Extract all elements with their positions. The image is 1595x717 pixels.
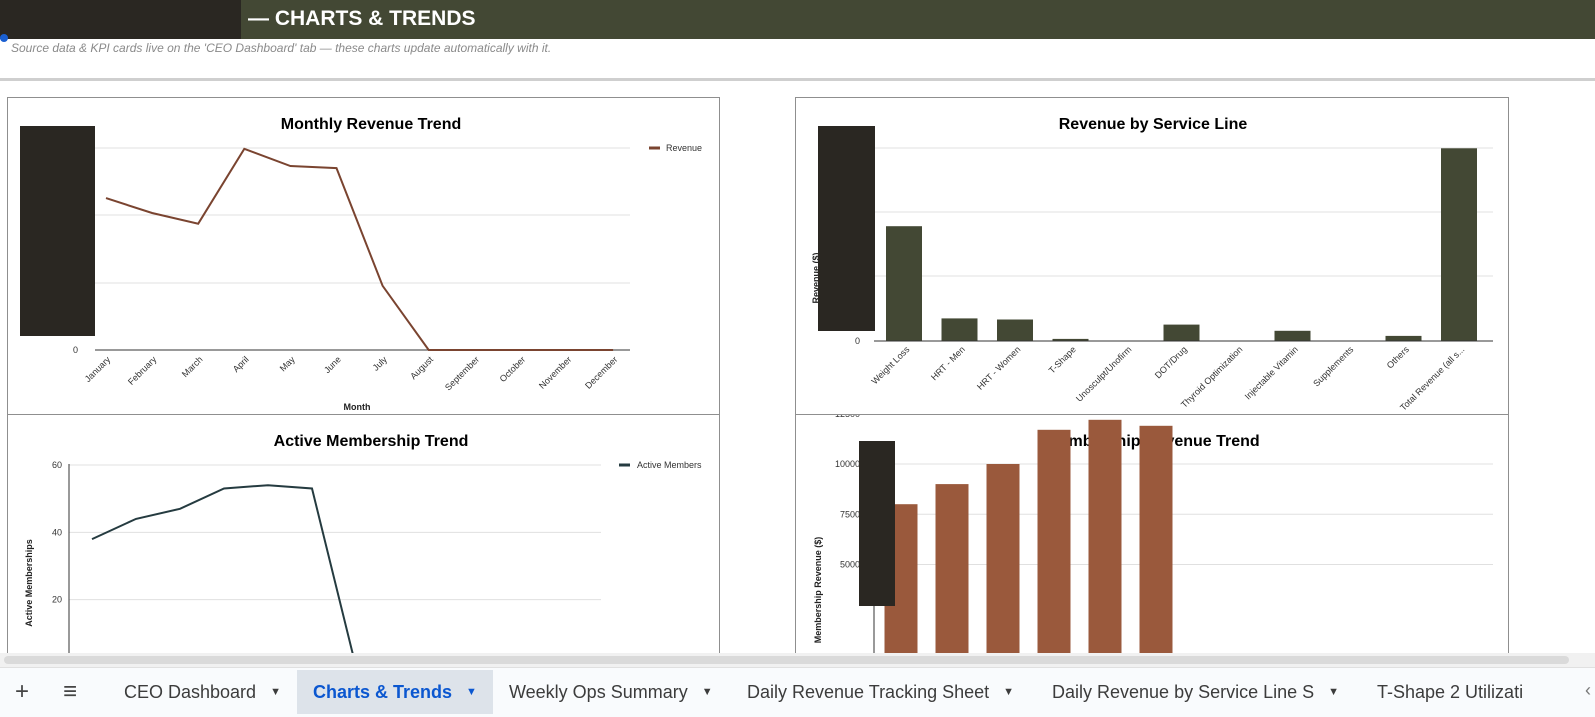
x-tick-label: April	[231, 354, 251, 374]
x-tick-label: Unosculpt/Unofirm	[1074, 344, 1133, 403]
bar	[1274, 330, 1311, 342]
section-title: — CHARTS & TRENDS	[241, 0, 1595, 39]
y-tick-label: 40	[52, 527, 62, 537]
y-tick-label: 7500	[840, 509, 860, 519]
tab-label: CEO Dashboard	[124, 681, 257, 702]
y-tick-label: 60	[52, 460, 62, 470]
bar	[1385, 335, 1422, 341]
bar	[941, 318, 978, 341]
bar	[1052, 338, 1089, 341]
y-axis-label: Revenue ($)	[811, 252, 821, 303]
x-tick-label: October	[498, 354, 528, 384]
x-axis-label: Month	[344, 402, 371, 412]
section-divider	[0, 78, 1595, 81]
series-line-active-members	[91, 484, 354, 653]
x-tick-label: July	[371, 354, 390, 373]
tab-daily-revenue-tracking[interactable]: Daily Revenue Tracking Sheet ▼	[731, 670, 1030, 714]
chevron-down-icon[interactable]: ▼	[701, 686, 713, 698]
menu-icon[interactable]: ≡	[62, 678, 77, 705]
tab-label: Charts & Trends	[313, 681, 453, 702]
membership-revenue-svg: Membership Revenue Trend 500075001000012…	[813, 415, 1493, 653]
sheet-tab-bar: + ≡ CEO Dashboard ▼ Charts & Trends ▼ Week…	[0, 667, 1595, 717]
scrollbar-thumb[interactable]	[4, 656, 1569, 664]
x-tick-label: Thyroid Optimization	[1179, 344, 1244, 409]
chart-title: Revenue by Service Line	[1059, 116, 1248, 133]
service-line-revenue-chart[interactable]: Revenue by Service Line 0 Revenue ($) We…	[795, 97, 1509, 415]
bar	[1441, 148, 1477, 341]
x-tick-label: T-Shape	[1047, 344, 1078, 375]
x-tick-label: June	[322, 354, 343, 375]
bar	[986, 464, 1020, 653]
tab-ceo-dashboard[interactable]: CEO Dashboard ▼	[108, 670, 297, 714]
plus-icon[interactable]: +	[14, 678, 29, 705]
legend-entry-revenue: Revenue	[666, 143, 702, 153]
monthly-revenue-chart[interactable]: Monthly Revenue Trend 0 January February M…	[7, 97, 720, 415]
bar	[1163, 324, 1200, 341]
tab-label: Weekly Ops Summary	[509, 681, 688, 702]
x-tick-label: September	[443, 354, 481, 392]
redacted-region	[818, 126, 875, 331]
active-membership-chart[interactable]: Active Membership Trend 20 40 60 Active Me…	[7, 414, 720, 654]
bar	[886, 226, 922, 341]
x-tick-label: Injectable Vitamin	[1243, 344, 1300, 401]
x-tick-label: February	[126, 354, 159, 387]
x-tick-label: Weight Loss	[869, 344, 911, 386]
chevron-down-icon[interactable]: ▼	[1003, 686, 1015, 698]
bar	[1139, 425, 1173, 653]
y-tick-label: 0	[73, 345, 78, 355]
redacted-region	[859, 441, 895, 606]
bar	[935, 484, 969, 653]
monthly-revenue-svg: Monthly Revenue Trend 0 January February M…	[20, 116, 702, 412]
x-tick-label: Others	[1385, 344, 1412, 371]
y-tick-label: 5000	[840, 560, 860, 570]
tab-daily-revenue-service-line[interactable]: Daily Revenue by Service Line S ▼	[1036, 670, 1355, 714]
redacted-region	[20, 126, 95, 336]
bar	[1088, 419, 1122, 653]
y-tick-label: 20	[52, 595, 62, 605]
x-tick-label: HRT - Women	[975, 344, 1022, 391]
x-tick-label: Total Revenue (all s...	[1398, 344, 1466, 412]
chart-title: Monthly Revenue Trend	[281, 116, 461, 133]
selection-cursor-dot	[0, 34, 8, 42]
tab-charts-trends[interactable]: Charts & Trends ▼	[297, 670, 493, 714]
redacted-cell	[0, 0, 241, 39]
chart-title: Active Membership Trend	[274, 433, 469, 450]
tab-label: Daily Revenue by Service Line S	[1052, 681, 1315, 702]
membership-revenue-chart[interactable]: Membership Revenue Trend 500075001000012…	[795, 414, 1509, 654]
tab-t-shape-utilization[interactable]: T-Shape 2 Utilizati	[1361, 670, 1551, 714]
chevron-left-icon[interactable]: ‹	[1585, 680, 1591, 700]
x-tick-label: May	[278, 354, 297, 373]
y-axis-label: Membership Revenue ($)	[813, 537, 823, 644]
tab-weekly-ops-summary[interactable]: Weekly Ops Summary ▼	[493, 670, 729, 714]
x-tick-label: November	[537, 354, 573, 390]
bar	[997, 319, 1033, 341]
chevron-down-icon[interactable]: ▼	[466, 686, 477, 698]
x-tick-label: March	[180, 354, 205, 379]
active-membership-svg: Active Membership Trend 20 40 60 Active Me…	[24, 433, 702, 653]
x-tick-label: Supplements	[1311, 344, 1356, 389]
section-subtitle: Source data & KPI cards live on the 'CEO…	[11, 41, 552, 55]
chevron-down-icon[interactable]: ▼	[1328, 686, 1340, 698]
y-tick-label: 0	[855, 336, 860, 346]
horizontal-scrollbar[interactable]	[0, 653, 1595, 667]
chevron-down-icon[interactable]: ▼	[270, 686, 281, 698]
tab-label: T-Shape 2 Utilizati	[1377, 681, 1524, 702]
y-tick-label: 12500	[835, 415, 860, 419]
tab-label: Daily Revenue Tracking Sheet	[747, 681, 990, 702]
service-line-svg: Revenue by Service Line 0 Revenue ($) We…	[811, 116, 1493, 413]
x-tick-label: January	[83, 354, 113, 384]
y-axis-label: Active Memberships	[24, 539, 34, 627]
x-tick-label: DOT/Drug	[1153, 344, 1189, 380]
series-line-revenue	[105, 147, 614, 351]
x-tick-label: December	[583, 354, 619, 390]
x-tick-label: August	[408, 354, 435, 381]
bar	[1037, 429, 1071, 653]
y-tick-label: 10000	[835, 459, 860, 469]
legend-entry-active-members: Active Members	[637, 460, 702, 470]
x-tick-label: HRT - Men	[929, 344, 967, 382]
